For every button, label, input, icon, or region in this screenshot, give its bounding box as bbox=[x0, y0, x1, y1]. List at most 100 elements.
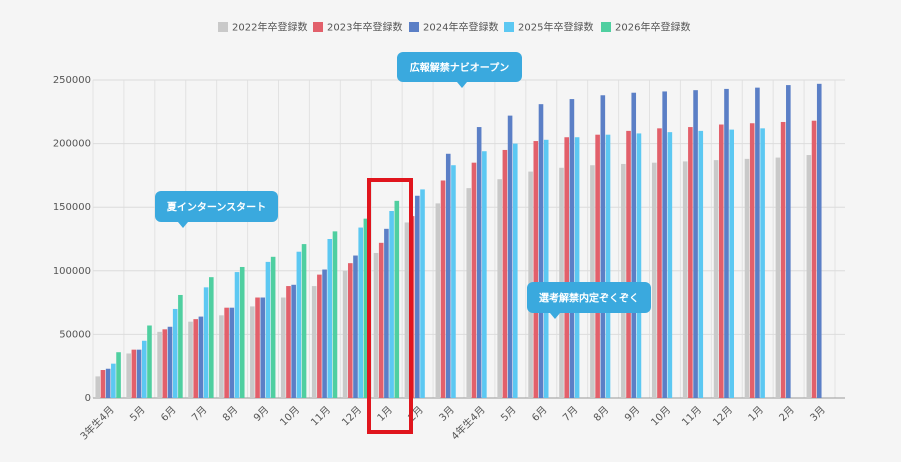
bar bbox=[755, 87, 760, 398]
bar bbox=[353, 255, 358, 398]
bar bbox=[718, 124, 724, 399]
bar bbox=[698, 130, 704, 398]
bar bbox=[178, 294, 183, 398]
legend-label: 2024年卒登録数 bbox=[423, 21, 498, 34]
x-tick-label: 12月 bbox=[710, 404, 735, 429]
bar bbox=[255, 297, 260, 398]
x-tick-label: 2月 bbox=[777, 404, 797, 424]
x-tick-label: 5月 bbox=[128, 404, 148, 424]
bar bbox=[239, 266, 245, 398]
bar bbox=[729, 129, 734, 398]
x-tick-label: 8月 bbox=[591, 404, 611, 424]
bar bbox=[811, 120, 817, 398]
x-tick-label: 1月 bbox=[746, 404, 766, 424]
bar bbox=[688, 127, 693, 399]
x-tick-label: 7月 bbox=[189, 404, 209, 424]
bar bbox=[105, 368, 111, 398]
bar bbox=[157, 331, 162, 398]
y-tick-label: 150000 bbox=[53, 202, 91, 213]
bar bbox=[682, 161, 688, 398]
callout bbox=[397, 52, 522, 82]
highlight-box bbox=[367, 178, 413, 434]
bar bbox=[280, 297, 286, 398]
bar bbox=[626, 130, 631, 398]
bar bbox=[420, 189, 425, 398]
y-tick-label: 50000 bbox=[59, 329, 91, 340]
bar bbox=[224, 307, 229, 398]
bar bbox=[482, 151, 487, 398]
x-tick-label: 1月 bbox=[375, 404, 395, 424]
bar bbox=[234, 272, 240, 398]
bar bbox=[95, 376, 101, 398]
x-tick-label: 3年生4月 bbox=[77, 403, 116, 442]
callout-pointer bbox=[457, 82, 467, 88]
x-tick-label: 6月 bbox=[529, 404, 549, 424]
bar bbox=[538, 104, 544, 398]
legend-swatch bbox=[313, 22, 323, 32]
bar bbox=[378, 242, 384, 398]
bar bbox=[662, 91, 667, 398]
bar bbox=[744, 158, 750, 398]
bar bbox=[636, 133, 642, 398]
bar bbox=[569, 99, 575, 398]
bar bbox=[394, 200, 400, 398]
bar bbox=[780, 121, 786, 398]
bar bbox=[451, 165, 456, 398]
legend-swatch bbox=[218, 22, 228, 32]
bar bbox=[332, 231, 338, 398]
bar bbox=[497, 179, 502, 398]
x-tick-label: 9月 bbox=[622, 404, 642, 424]
bar bbox=[816, 83, 822, 398]
legend-swatch bbox=[409, 22, 419, 32]
bar bbox=[415, 195, 420, 398]
bar bbox=[605, 134, 611, 399]
bar bbox=[657, 128, 662, 398]
bar bbox=[126, 353, 131, 398]
bar bbox=[167, 326, 173, 398]
y-tick-label: 0 bbox=[85, 393, 91, 404]
bar bbox=[342, 270, 348, 398]
legend-label: 2026年卒登録数 bbox=[615, 21, 690, 34]
bar bbox=[786, 85, 791, 398]
bar bbox=[347, 263, 353, 398]
y-tick-label: 200000 bbox=[53, 139, 91, 150]
bar bbox=[358, 227, 363, 398]
bar bbox=[651, 162, 657, 398]
x-tick-label: 11月 bbox=[309, 404, 334, 429]
bar bbox=[141, 340, 147, 398]
x-tick-label: 11月 bbox=[680, 404, 705, 429]
bar bbox=[466, 188, 472, 398]
x-tick-label: 4年生4月 bbox=[448, 403, 487, 442]
bar bbox=[188, 321, 193, 398]
x-tick-label: 8月 bbox=[220, 404, 240, 424]
bar bbox=[600, 95, 606, 398]
bar bbox=[384, 228, 389, 398]
bar bbox=[265, 261, 271, 398]
bar bbox=[250, 306, 255, 398]
bar bbox=[286, 286, 291, 398]
annotation: 夏インターンスタート bbox=[166, 202, 266, 214]
y-tick-label: 250000 bbox=[53, 75, 91, 86]
x-tick-label: 10月 bbox=[649, 404, 674, 429]
bar bbox=[476, 127, 482, 399]
bar bbox=[693, 90, 698, 399]
bar bbox=[209, 277, 214, 398]
bar bbox=[512, 143, 518, 398]
legend-label: 2023年卒登録数 bbox=[327, 21, 402, 34]
x-tick-label: 3月 bbox=[437, 404, 457, 424]
callout bbox=[155, 191, 278, 222]
bar bbox=[440, 180, 446, 398]
bar bbox=[116, 352, 121, 398]
bar bbox=[219, 315, 224, 398]
bar bbox=[775, 157, 781, 398]
bar bbox=[471, 162, 477, 398]
x-tick-label: 6月 bbox=[158, 404, 178, 424]
bar bbox=[806, 155, 812, 398]
callout-pointer bbox=[550, 313, 560, 319]
bar bbox=[327, 239, 333, 398]
bar bbox=[203, 287, 209, 398]
annotation: 広報解禁ナビオープン bbox=[410, 61, 509, 74]
x-tick-label: 10月 bbox=[278, 404, 303, 429]
bar bbox=[363, 218, 369, 398]
